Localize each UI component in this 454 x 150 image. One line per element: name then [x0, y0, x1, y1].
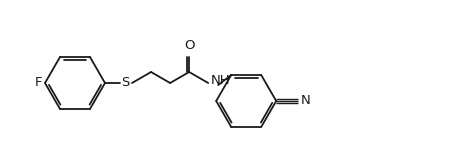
Text: O: O [184, 39, 194, 52]
Text: N: N [301, 94, 311, 108]
Text: S: S [121, 76, 129, 90]
Text: F: F [35, 76, 42, 90]
Text: NH: NH [211, 74, 231, 87]
